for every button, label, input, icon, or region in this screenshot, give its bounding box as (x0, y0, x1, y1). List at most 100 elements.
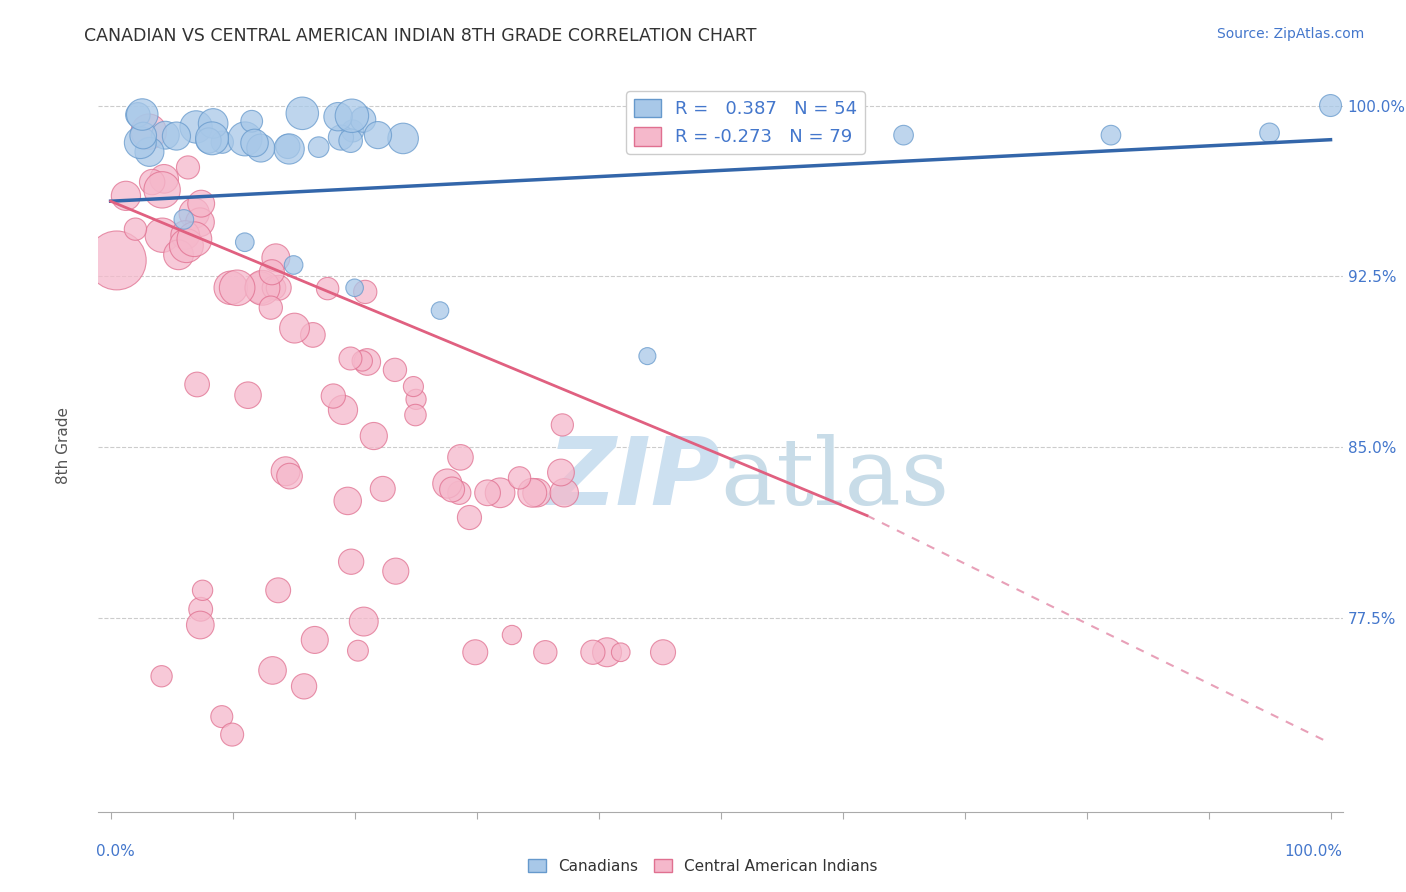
Point (582, 645, 605, 659)
Point (150, 228, 173, 243)
Point (221, 728, 243, 742)
Point (132, 128, 155, 143)
Point (342, 124, 364, 138)
Point (274, 464, 297, 478)
Point (340, 555, 363, 569)
Point (441, 483, 464, 497)
Point (316, 282, 339, 296)
Point (188, 618, 211, 632)
Point (384, 363, 406, 377)
Point (138, 145, 160, 159)
Point (202, 116, 225, 130)
Point (264, 251, 287, 265)
Point (278, 469, 301, 483)
Point (277, 139, 299, 153)
Point (551, 417, 574, 432)
Point (1319, 98, 1341, 112)
Point (291, 106, 314, 120)
Text: 100.0%: 100.0% (1285, 845, 1343, 859)
Point (165, 129, 187, 144)
Point (155, 128, 177, 143)
Text: Source: ZipAtlas.com: Source: ZipAtlas.com (1216, 27, 1364, 41)
Point (352, 354, 374, 368)
Point (211, 135, 233, 149)
Point (353, 615, 375, 629)
Point (339, 351, 361, 366)
Point (402, 379, 425, 393)
Point (173, 212, 195, 227)
Point (464, 645, 486, 659)
Point (652, 645, 675, 659)
Point (115, 189, 138, 203)
Legend: R =   0.387   N = 54, R = -0.273   N = 79: R = 0.387 N = 54, R = -0.273 N = 79 (627, 92, 865, 153)
Point (609, 645, 631, 659)
Point (174, 228, 197, 243)
Legend: Canadians, Central American Indians: Canadians, Central American Indians (522, 853, 884, 880)
Point (1258, 126, 1281, 140)
Point (233, 132, 256, 146)
Point (278, 142, 301, 156)
Point (326, 110, 349, 124)
Point (240, 114, 263, 128)
Point (489, 485, 512, 500)
Point (105, 253, 128, 268)
Text: 8th Grade: 8th Grade (56, 408, 70, 484)
Point (392, 131, 415, 145)
Point (322, 389, 344, 403)
Point (260, 265, 283, 279)
Point (184, 120, 207, 134)
Point (236, 388, 259, 402)
Point (267, 583, 290, 598)
Point (131, 107, 153, 121)
Point (553, 485, 575, 500)
Point (404, 408, 426, 422)
Point (526, 485, 548, 500)
Point (477, 485, 499, 500)
Point (243, 136, 266, 150)
Point (201, 131, 224, 145)
Text: ZIP: ZIP (548, 433, 721, 524)
Point (302, 327, 325, 342)
Point (150, 183, 173, 197)
Point (340, 109, 363, 123)
Point (233, 235, 256, 250)
Point (150, 669, 173, 683)
Point (308, 140, 330, 154)
Point (509, 471, 531, 485)
Point (336, 494, 359, 508)
Text: 0.0%: 0.0% (96, 845, 135, 859)
Point (429, 303, 451, 318)
Point (124, 222, 146, 236)
Point (449, 485, 471, 500)
Point (636, 349, 658, 363)
Point (252, 281, 274, 295)
Point (177, 161, 200, 175)
Point (219, 281, 242, 295)
Point (501, 628, 523, 642)
Point (367, 128, 389, 142)
Point (249, 141, 271, 155)
Point (329, 130, 352, 145)
Point (1099, 128, 1122, 143)
Point (709, 133, 731, 147)
Text: atlas: atlas (721, 434, 950, 524)
Point (262, 664, 284, 678)
Point (226, 281, 249, 295)
Point (188, 215, 211, 229)
Point (211, 709, 233, 723)
Point (436, 476, 458, 491)
Point (405, 392, 427, 407)
Point (186, 377, 208, 392)
Point (292, 679, 315, 693)
Point (129, 136, 152, 150)
Point (458, 510, 481, 524)
Point (343, 281, 366, 295)
Point (283, 321, 305, 335)
Point (138, 125, 160, 139)
Point (371, 482, 394, 496)
Point (153, 172, 176, 186)
Point (450, 450, 472, 465)
Point (183, 232, 205, 246)
Point (550, 466, 572, 480)
Point (522, 485, 544, 500)
